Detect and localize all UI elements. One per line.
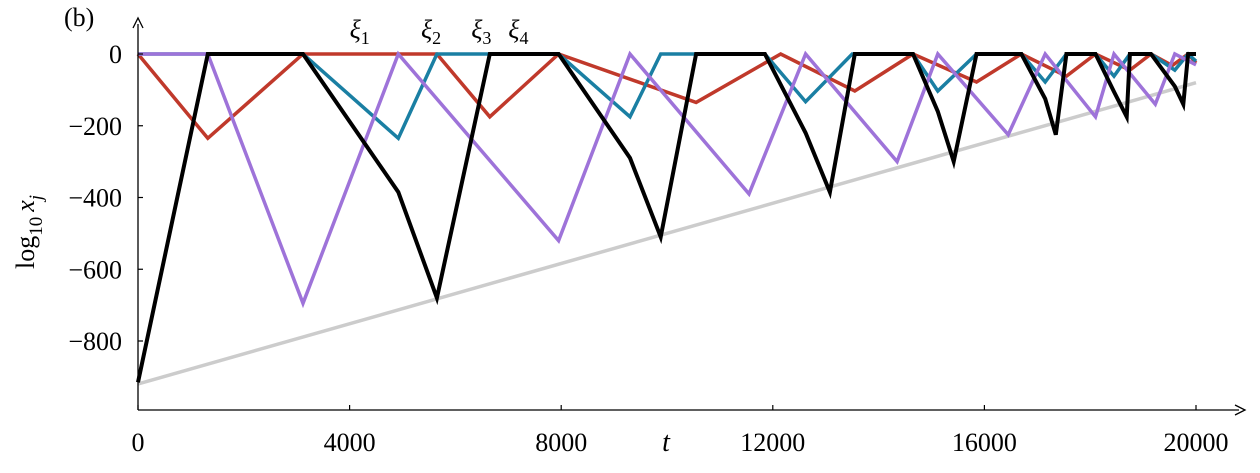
x-tick-label: 16000: [952, 428, 1017, 457]
series-layer: [136, 50, 1198, 386]
x-tick-label: 4000: [324, 428, 376, 457]
x-tick-label: 20000: [1164, 428, 1229, 457]
x-tick-label: 12000: [740, 428, 805, 457]
x-axis-title: t: [662, 427, 671, 458]
annotation-xi-2: ξ2: [421, 15, 441, 48]
y-axis-arrow: [132, 16, 144, 29]
label-layer: t log10xj (b) ξ1 ξ2 ξ3 ξ4: [11, 3, 671, 458]
y-tick-label: −200: [68, 112, 122, 141]
x-tick-label: 0: [132, 428, 145, 457]
annotation-xi-3: ξ3: [471, 15, 491, 48]
x-tick-label: 8000: [535, 428, 587, 457]
y-tick-label: 0: [109, 40, 122, 69]
y-tick-label: −400: [68, 184, 122, 213]
annotation-xi-4: ξ4: [508, 15, 528, 48]
series-line-5: [137, 81, 1197, 386]
series-line-4: [136, 52, 1196, 383]
axes-layer: 0 4000 8000 12000 16000 20000 0 −200 −400 −600 −80…: [68, 16, 1247, 457]
x-axis-arrow: [1234, 404, 1247, 416]
y-axis-title: log10xj: [11, 195, 47, 269]
y-tick-label: −800: [68, 327, 122, 356]
annotation-xi-1: ξ1: [350, 15, 370, 48]
y-tick-label: −600: [68, 255, 122, 284]
panel-label: (b): [64, 3, 94, 32]
